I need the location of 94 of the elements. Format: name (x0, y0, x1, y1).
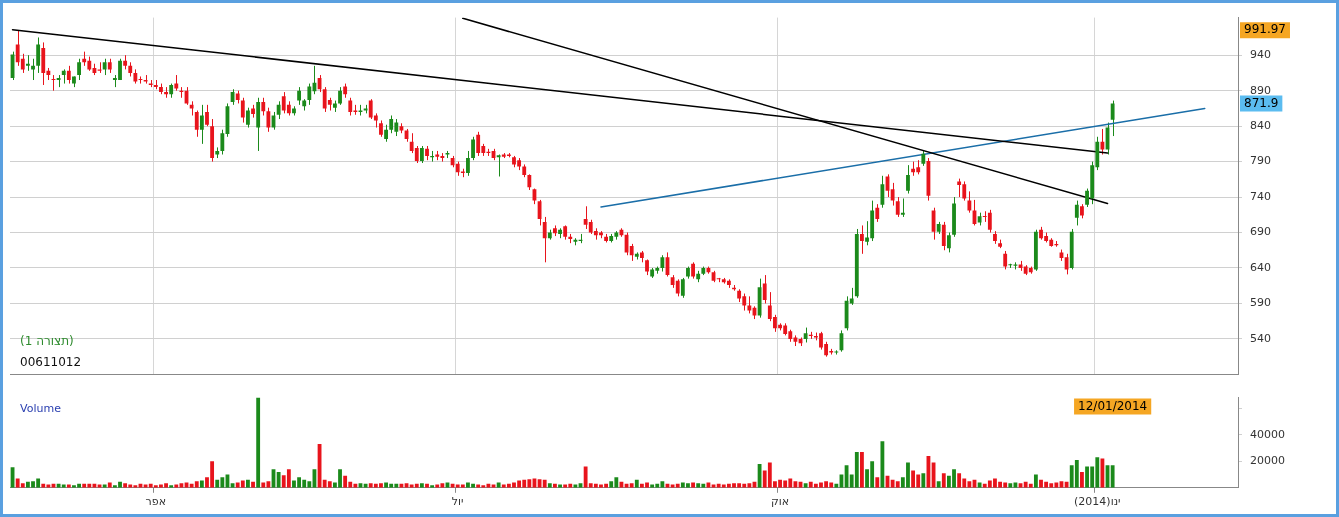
candlestick (880, 175, 885, 209)
text: Volume (20, 402, 62, 416)
candlestick (834, 349, 839, 356)
bar (941, 473, 946, 488)
candlestick (542, 216, 547, 263)
y-tick-label: 690 (1250, 225, 1271, 239)
bar (246, 479, 250, 488)
y-tick-label: 540 (1250, 331, 1271, 345)
text: 991.97 (1244, 22, 1286, 37)
candlestick (1100, 128, 1105, 155)
candlestick (1003, 250, 1008, 270)
bar (880, 441, 885, 488)
bar (936, 481, 941, 488)
bar (215, 479, 220, 488)
bar (286, 469, 291, 488)
candlestick (466, 150, 470, 177)
bar (1080, 471, 1084, 488)
bar (1074, 459, 1079, 488)
bar (895, 481, 900, 488)
bar (435, 484, 440, 488)
bar (102, 484, 107, 488)
bar (256, 397, 261, 488)
bar (542, 479, 547, 488)
candlestick (77, 58, 81, 81)
bar (977, 482, 982, 488)
y-tick-label: 740 (1250, 189, 1271, 203)
candlestick (900, 197, 905, 218)
annotation: 12/01/2014 (1078, 398, 1148, 413)
y-tick-label: 40000 (1250, 427, 1285, 441)
y-tick-label: 640 (1250, 260, 1271, 274)
candlestick (1074, 200, 1079, 226)
x-tick-label: יול (451, 495, 464, 509)
bar (460, 484, 465, 488)
x-tick-label: (2014)ינו (1074, 495, 1121, 509)
candlestick (1110, 100, 1115, 137)
y-tick-label: 840 (1250, 118, 1271, 132)
y-tick-label: 590 (1250, 296, 1271, 310)
annotation: (תצורה 1) (20, 333, 74, 348)
candlestick (890, 182, 895, 207)
bar (276, 471, 281, 488)
bar (558, 484, 562, 488)
candlestick (895, 196, 900, 218)
bar (573, 484, 578, 488)
bar (66, 484, 71, 488)
bar (650, 484, 655, 488)
candlestick (205, 104, 209, 127)
bar (194, 481, 199, 488)
bar (174, 484, 179, 488)
candlestick (307, 83, 312, 106)
bar (261, 482, 266, 488)
candlestick (240, 97, 245, 124)
bar (61, 484, 66, 488)
x-tick-label: אוק (770, 495, 790, 509)
candlestick (266, 107, 271, 133)
y-tick-label: 890 (1250, 83, 1271, 97)
text: 871.9 (1244, 95, 1279, 110)
candlestick (860, 224, 864, 255)
bar (921, 473, 926, 488)
bar (957, 473, 962, 488)
candlestick (36, 36, 41, 74)
bar (476, 484, 481, 488)
candlestick (471, 136, 475, 161)
bar (563, 484, 568, 488)
candlestick (957, 178, 962, 198)
y-tick-label: 790 (1250, 154, 1271, 168)
candlestick (967, 190, 972, 214)
bar (609, 481, 614, 488)
x-tick-label: אפר (145, 495, 167, 509)
bar (1033, 474, 1038, 488)
bar (860, 451, 864, 488)
candlestick (476, 131, 481, 157)
bar (1110, 465, 1115, 488)
candlestick (987, 209, 992, 234)
bar (875, 477, 880, 488)
candlestick (220, 129, 225, 155)
bar (757, 463, 762, 488)
y-tick-label: 940 (1250, 48, 1271, 62)
candlestick (194, 110, 199, 138)
candlestick (946, 232, 951, 253)
bar (107, 482, 112, 488)
bar (854, 451, 859, 488)
bar (343, 475, 348, 488)
candlestick (1064, 253, 1069, 275)
candlestick (246, 107, 250, 129)
annotation: 00611012 (20, 354, 82, 369)
bar (911, 470, 916, 488)
candlestick (906, 164, 910, 195)
bar (634, 479, 639, 488)
bar (691, 482, 695, 488)
bar (496, 482, 501, 488)
bar (1100, 458, 1105, 488)
y-tick-label: 20000 (1250, 454, 1285, 468)
bar (327, 481, 332, 488)
candlestick (762, 274, 767, 304)
